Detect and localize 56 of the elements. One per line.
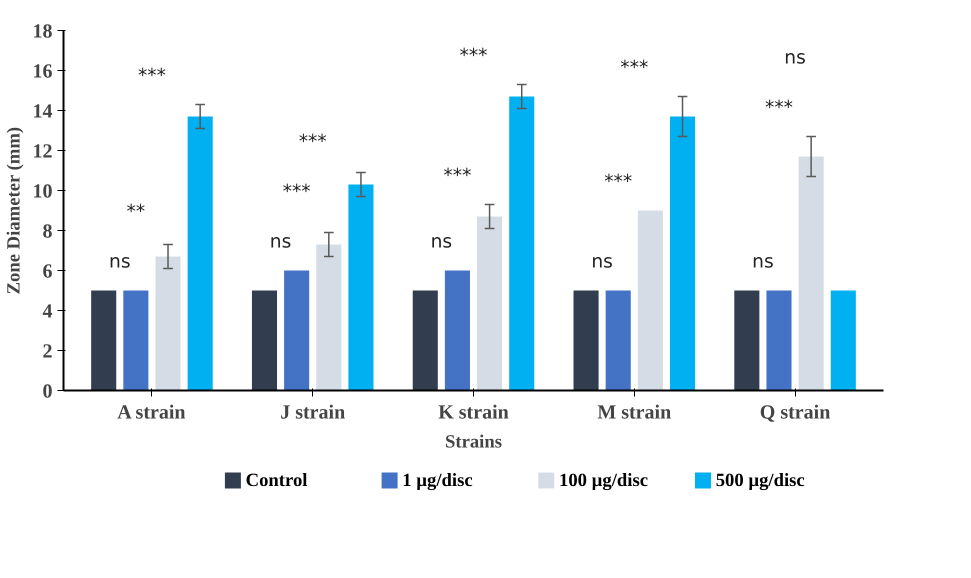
bar (444, 270, 470, 390)
bar (798, 156, 824, 390)
y-tick-label: 10 (32, 180, 52, 202)
bar (606, 290, 631, 390)
annotation: ** (126, 202, 146, 222)
bar (734, 290, 760, 390)
bar (766, 290, 792, 390)
x-tick-label: Q strain (760, 402, 830, 424)
annotation: *** (765, 98, 793, 118)
annotation: *** (298, 132, 327, 152)
annotation: *** (604, 172, 632, 192)
y-tick-label: 18 (32, 20, 52, 42)
y-tick-label: 0 (42, 380, 52, 402)
x-tick-label: J strain (280, 402, 346, 424)
bar (477, 216, 502, 390)
bar (188, 116, 213, 390)
bar (123, 290, 148, 390)
bar (252, 290, 278, 390)
legend-label: 100 µg/disc (558, 470, 648, 491)
y-tick-label: 8 (42, 220, 52, 242)
annotation: ns (270, 232, 292, 252)
annotation: ns (591, 252, 613, 272)
y-tick-label: 4 (42, 300, 52, 322)
legend-label: Control (246, 470, 308, 491)
bar (91, 290, 116, 390)
annotation: *** (138, 66, 166, 86)
bar (412, 290, 438, 390)
x-axis-title: Strains (444, 432, 502, 452)
annotation: *** (282, 182, 311, 202)
bar (574, 290, 599, 390)
bar (348, 184, 374, 390)
annotation: ns (784, 48, 806, 68)
x-tick-label: K strain (438, 402, 509, 424)
bar (509, 96, 534, 390)
y-tick-label: 14 (32, 100, 52, 122)
bar (284, 270, 310, 390)
x-tick-label: A strain (117, 402, 186, 424)
bar (670, 116, 696, 390)
y-axis-title: Zone Diameter (mm) (4, 126, 24, 294)
bar (316, 244, 342, 390)
y-tick-label: 12 (32, 140, 52, 162)
annotation: *** (443, 166, 472, 186)
bar (155, 256, 181, 390)
y-tick-label: 6 (42, 260, 52, 282)
y-tick-label: 2 (42, 340, 52, 362)
bar (830, 290, 856, 390)
annotation: ns (752, 252, 774, 272)
annotation: ns (430, 232, 452, 252)
annotation: *** (620, 58, 648, 78)
x-tick-label: M strain (597, 402, 672, 424)
annotation: *** (460, 46, 488, 66)
annotation: ns (109, 252, 131, 272)
legend-label: 1 µg/disc (402, 470, 473, 491)
legend-label: 500 µg/disc (716, 470, 805, 491)
y-tick-label: 16 (32, 60, 52, 82)
bar (638, 210, 663, 390)
